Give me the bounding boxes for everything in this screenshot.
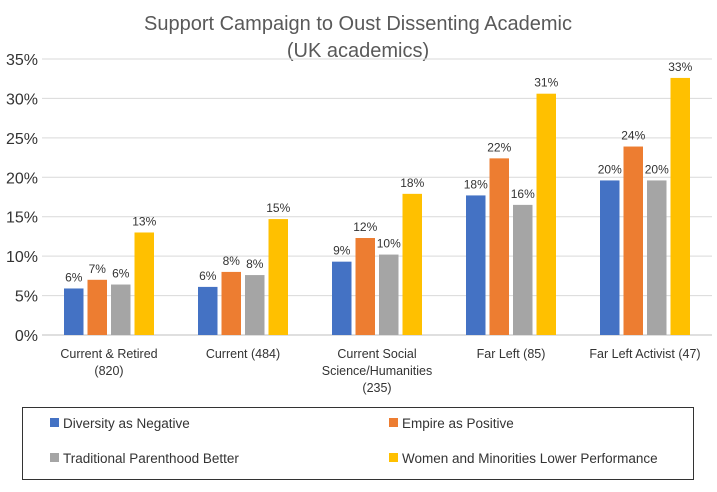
bar xyxy=(536,93,556,335)
data-label: 10% xyxy=(377,237,401,251)
legend: Diversity as Negative Empire as Positive T… xyxy=(22,407,694,480)
bar xyxy=(623,146,643,335)
data-label: 7% xyxy=(89,262,107,276)
bar xyxy=(355,238,375,335)
legend-swatch xyxy=(50,453,59,462)
legend-swatch xyxy=(389,453,398,462)
x-tick-label: Current & Retired xyxy=(60,347,157,361)
y-tick-label: 35% xyxy=(6,52,38,69)
y-tick-label: 0% xyxy=(15,328,38,345)
x-axis: Current & Retired (820) Current (484) Curre… xyxy=(60,347,700,395)
bar xyxy=(245,275,265,335)
bar xyxy=(466,195,486,335)
chart-title: Support Campaign to Oust Dissenting Acad… xyxy=(144,13,572,35)
bar xyxy=(600,180,620,335)
data-label: 18% xyxy=(400,176,424,190)
bar xyxy=(379,254,399,335)
legend-label: Empire as Positive xyxy=(402,416,514,431)
data-label: 20% xyxy=(645,162,669,176)
y-tick-label: 5% xyxy=(15,289,38,306)
legend-label: Women and Minorities Lower Performance xyxy=(402,451,658,466)
x-tick-label: Current Social xyxy=(337,347,416,361)
data-label: 24% xyxy=(621,129,645,143)
legend-swatch xyxy=(389,418,398,427)
data-label: 13% xyxy=(132,214,156,228)
legend-box xyxy=(22,407,694,480)
legend-label: Diversity as Negative xyxy=(63,416,190,431)
data-label: 15% xyxy=(266,201,290,215)
bar xyxy=(111,284,131,335)
y-tick-label: 25% xyxy=(6,131,38,148)
bars: 6% 7% 6% 13% 6% 8% 8% 15% 9%12%10% 18% 18% 22% 16% 31… xyxy=(64,60,693,335)
bar xyxy=(87,279,107,335)
bar xyxy=(134,232,154,335)
data-label: 18% xyxy=(464,177,488,191)
bar xyxy=(332,261,352,335)
legend-swatch xyxy=(50,418,59,427)
chart-subtitle: (UK academics) xyxy=(287,40,429,62)
bar xyxy=(198,286,218,335)
bar xyxy=(513,204,533,335)
bar xyxy=(268,219,288,335)
bar xyxy=(402,193,422,335)
bar xyxy=(64,288,84,335)
data-label: 6% xyxy=(65,270,83,284)
legend-label: Traditional Parenthood Better xyxy=(63,451,239,466)
y-tick-label: 15% xyxy=(6,210,38,227)
x-tick-label: Far Left (85) xyxy=(477,347,546,361)
y-tick-label: 30% xyxy=(6,91,38,108)
data-label: 6% xyxy=(112,267,130,281)
x-tick-label: Science/Humanities xyxy=(322,364,432,378)
data-label: 22% xyxy=(487,140,511,154)
data-label: 8% xyxy=(246,257,264,271)
data-label: 9% xyxy=(333,244,351,258)
bar xyxy=(221,271,241,335)
data-label: 33% xyxy=(668,60,692,74)
data-label: 31% xyxy=(534,76,558,90)
bar xyxy=(489,158,509,335)
y-tick-label: 10% xyxy=(6,249,38,266)
data-label: 16% xyxy=(511,187,535,201)
bar xyxy=(647,180,667,335)
data-label: 20% xyxy=(598,162,622,176)
x-tick-label: Current (484) xyxy=(206,347,280,361)
y-tick-label: 20% xyxy=(6,170,38,187)
x-tick-label: Far Left Activist (47) xyxy=(589,347,700,361)
data-label: 6% xyxy=(199,269,217,283)
bar xyxy=(670,77,690,335)
data-label: 12% xyxy=(353,220,377,234)
y-axis: 0% 5% 10% 15% 20% 25% 30% 35% xyxy=(6,52,38,345)
x-tick-label: (820) xyxy=(94,364,123,378)
data-label: 8% xyxy=(223,254,241,268)
x-tick-label: (235) xyxy=(362,381,391,395)
